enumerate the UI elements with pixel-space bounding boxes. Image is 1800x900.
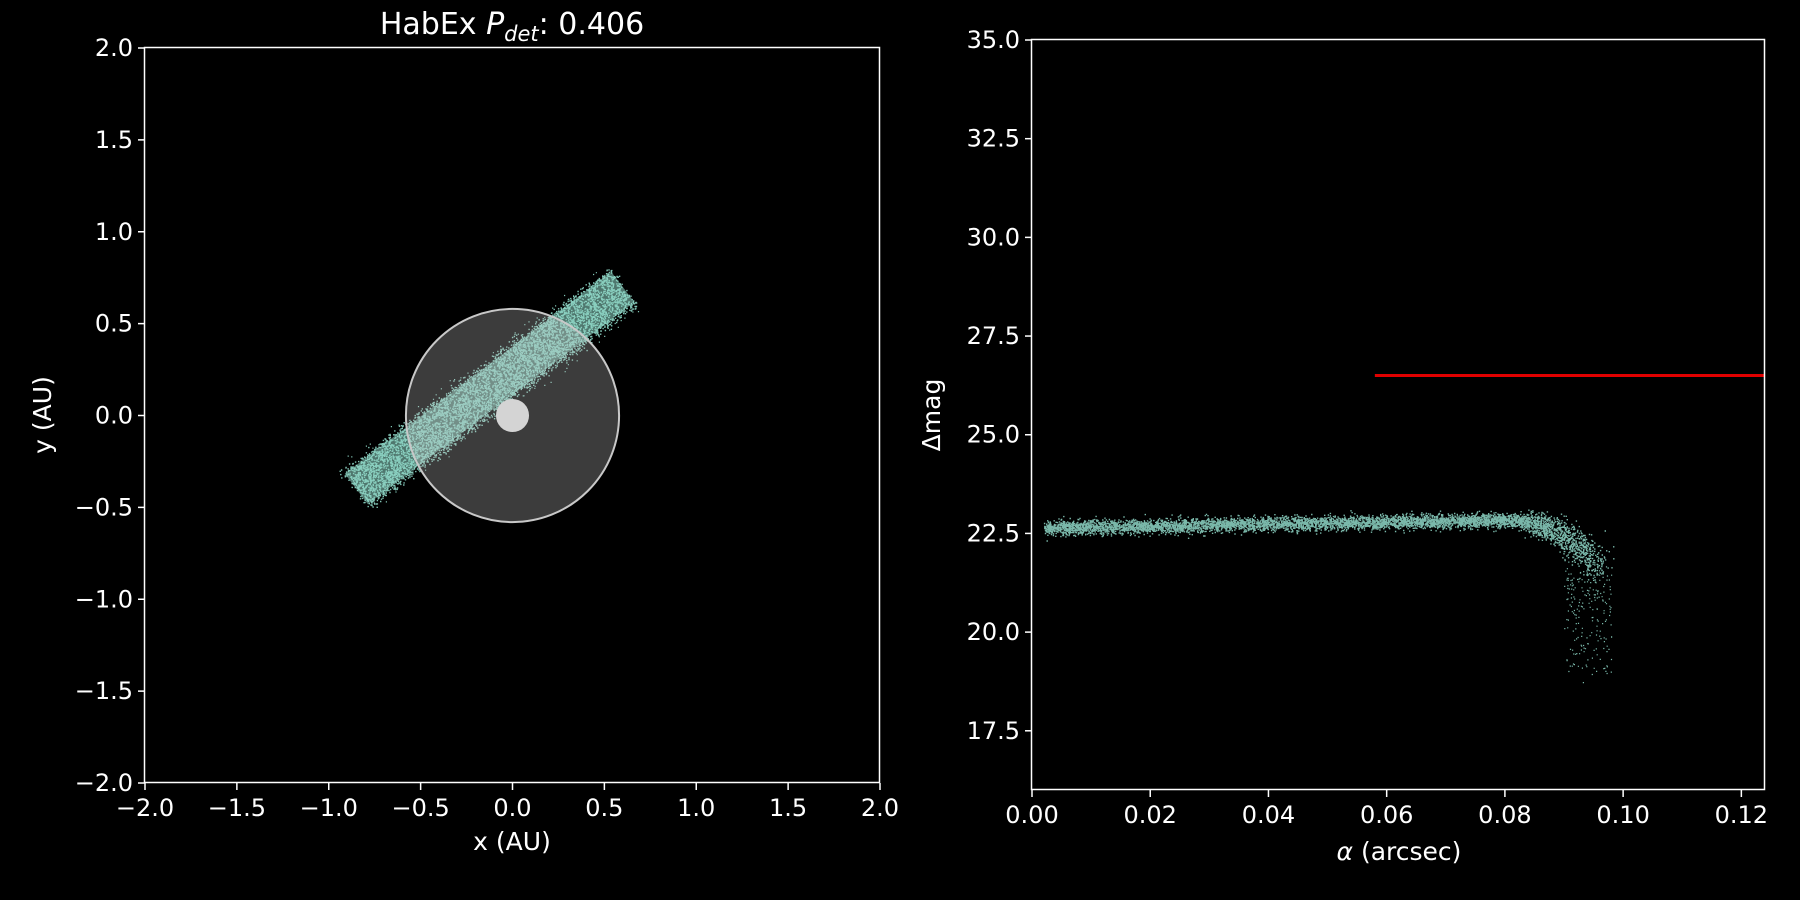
right-y-tick-label: 20.0	[967, 618, 1020, 646]
right-y-axis-label: Δmag	[917, 379, 946, 452]
planet-contrast-cloud	[1043, 509, 1615, 684]
right-axes-frame	[1030, 38, 1766, 791]
contrast-separation-panel: 0.00 0.02 0.04 0.06 0.08 0.10 0.12 17.5 20.0 22.…	[917, 26, 1768, 866]
left-y-tick-label: −1.5	[75, 677, 133, 705]
left-y-tick-label: −1.0	[75, 585, 133, 613]
right-y-tick-label: 17.5	[967, 717, 1020, 745]
left-y-tick-label: 0.0	[95, 402, 133, 430]
left-x-tick-label: 0.0	[493, 794, 531, 822]
left-x-tick-label: −1.0	[300, 794, 358, 822]
left-x-tick-label: 1.0	[677, 794, 715, 822]
left-y-tick-label: 1.5	[95, 126, 133, 154]
left-x-tick-label: −0.5	[391, 794, 449, 822]
right-y-tick-label: 22.5	[967, 519, 1020, 547]
left-x-tick-label: −1.5	[208, 794, 266, 822]
right-y-tick-label: 27.5	[967, 322, 1020, 350]
right-x-tick-label: 0.12	[1715, 801, 1768, 829]
left-y-ticks: −2.0 −1.5 −1.0 −0.5 0.0 0.5 1.0 1.5 2.0	[75, 34, 145, 797]
left-y-tick-label: −2.0	[75, 769, 133, 797]
sky-plane-panel: −2.0 −1.5 −1.0 −0.5 0.0 0.5 1.0 1.5 2.0 −2.0 −1.5…	[28, 7, 899, 856]
right-x-tick-label: 0.06	[1360, 801, 1413, 829]
left-y-tick-label: 0.5	[95, 310, 133, 338]
left-x-tick-label: −2.0	[116, 794, 174, 822]
left-x-ticks: −2.0 −1.5 −1.0 −0.5 0.0 0.5 1.0 1.5 2.0	[116, 783, 899, 822]
left-y-tick-label: 2.0	[95, 34, 133, 62]
planet-position-cloud	[339, 269, 640, 508]
left-y-tick-label: −0.5	[75, 493, 133, 521]
planet-contrast-points	[1043, 509, 1615, 684]
right-x-tick-label: 0.10	[1596, 801, 1649, 829]
left-y-axis-label: y (AU)	[28, 376, 57, 454]
star-marker	[495, 398, 530, 433]
right-y-tick-label: 35.0	[967, 26, 1020, 54]
left-y-tick-label: 1.0	[95, 218, 133, 246]
left-x-tick-label: 1.5	[769, 794, 807, 822]
right-x-axis-label: α (arcsec)	[1337, 837, 1462, 866]
right-x-tick-label: 0.04	[1242, 801, 1295, 829]
right-y-tick-label: 30.0	[967, 223, 1020, 251]
right-x-tick-label: 0.00	[1005, 801, 1058, 829]
left-x-axis-label: x (AU)	[473, 827, 551, 856]
right-y-ticks: 17.5 20.0 22.5 25.0 27.5 30.0 32.5 35.0	[967, 26, 1032, 745]
right-x-tick-label: 0.08	[1478, 801, 1531, 829]
left-x-tick-label: 2.0	[861, 794, 899, 822]
right-x-tick-label: 0.02	[1124, 801, 1177, 829]
right-x-ticks: 0.00 0.02 0.04 0.06 0.08 0.10 0.12	[1005, 790, 1768, 829]
planet-position-band-core	[344, 271, 635, 505]
right-y-tick-label: 32.5	[967, 125, 1020, 153]
left-title: HabEx Pdet: 0.406	[380, 7, 644, 46]
left-x-tick-label: 0.5	[585, 794, 623, 822]
right-y-tick-label: 25.0	[967, 421, 1020, 449]
